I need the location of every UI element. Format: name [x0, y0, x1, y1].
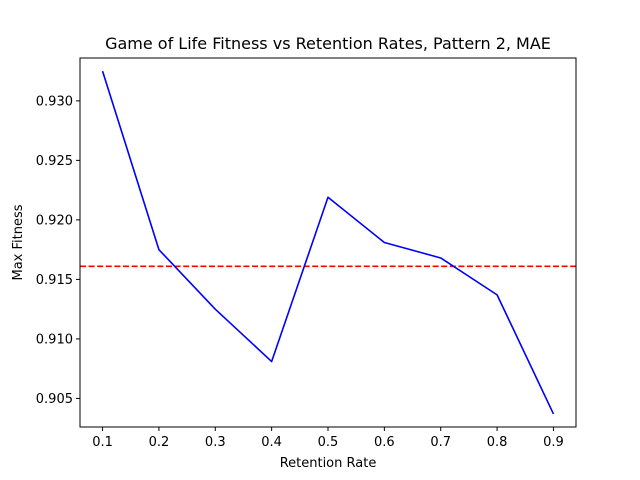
y-tick-label: 0.930 [36, 94, 73, 109]
series-group [101, 70, 555, 415]
x-axis-ticks: 0.1 0.2 0.3 0.4 0.5 0.6 0.7 0.8 0.9 [92, 427, 564, 450]
x-tick-label: 0.2 [149, 435, 170, 450]
x-tick-label: 0.8 [487, 435, 508, 450]
y-tick-label: 0.905 [36, 392, 73, 407]
y-tick-label: 0.910 [36, 332, 73, 347]
x-tick-label: 0.3 [205, 435, 226, 450]
x-tick-label: 0.9 [543, 435, 564, 450]
x-tick-label: 0.6 [374, 435, 395, 450]
x-tick-label: 0.1 [92, 435, 113, 450]
y-tick-label: 0.920 [36, 213, 73, 228]
plot-area [80, 58, 576, 427]
y-axis-ticks: 0.905 0.910 0.915 0.920 0.925 0.930 [36, 94, 80, 407]
x-tick-label: 0.5 [318, 435, 339, 450]
plot-frame [79, 57, 577, 428]
x-tick-label: 0.4 [261, 435, 282, 450]
series-line [101, 70, 555, 415]
x-tick-label: 0.7 [430, 435, 451, 450]
y-axis-label: Max Fitness [11, 204, 26, 280]
y-tick-label: 0.915 [36, 273, 73, 288]
y-tick-label: 0.925 [36, 154, 73, 169]
chart-title: Game of Life Fitness vs Retention Rates,… [105, 34, 551, 53]
x-axis-label: Retention Rate [280, 456, 377, 471]
